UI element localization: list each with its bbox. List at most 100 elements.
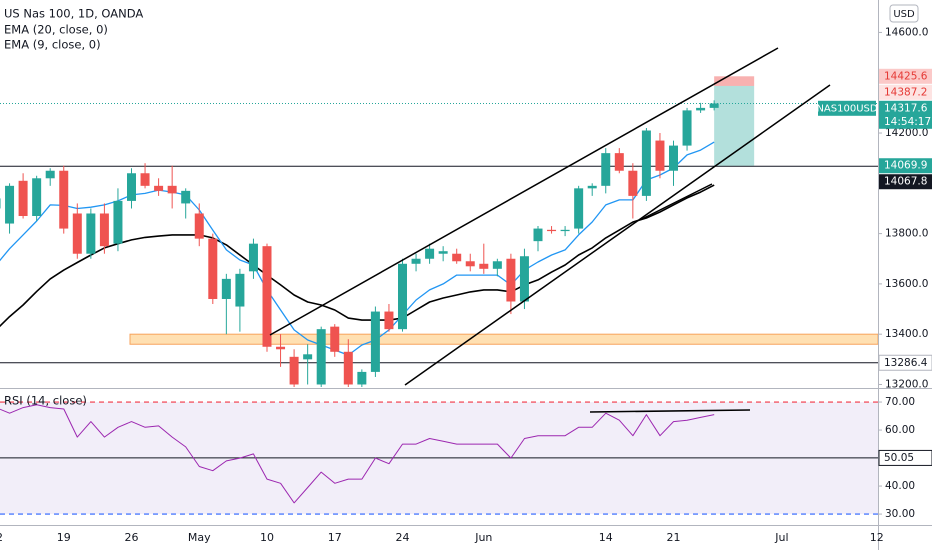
price-tag [879, 84, 932, 100]
support-zone [129, 333, 878, 345]
candle-body [235, 273, 245, 307]
candle-body [411, 258, 421, 264]
candle-body [59, 170, 69, 229]
axes: 13200.0 13400.0 13600.0 13800.0 14200.0 14600… [0, 26, 932, 544]
candle-body [682, 110, 692, 146]
candle-body [140, 173, 150, 186]
x-tick-label: 26 [125, 531, 139, 544]
candle-body [113, 200, 123, 244]
candle-body [45, 170, 55, 179]
y-tick-label: 14200.0 [885, 127, 928, 139]
candle-body [343, 351, 353, 385]
x-tick-label: 17 [328, 531, 342, 544]
position-risk [714, 76, 755, 86]
candle-body [167, 185, 177, 194]
x-tick-label: 10 [260, 531, 274, 544]
position-reward [714, 85, 755, 166]
legend: US Nas 100, 1D, OANDA EMA (20, close, 0)… [4, 4, 919, 408]
price-tag-label: 14425.6 [884, 70, 928, 82]
price-tag-label: 14069.9 [884, 160, 927, 172]
candle-body [357, 371, 367, 385]
candle-body [587, 185, 597, 189]
candle-body [303, 354, 313, 360]
candle-body [614, 153, 624, 171]
price-tag-label: 14067.8 [884, 176, 927, 188]
candle-body [696, 107, 706, 111]
trend-line [639, 183, 713, 221]
candle-body [99, 213, 109, 247]
price-tag [878, 354, 932, 371]
candle-body [276, 346, 286, 350]
candle-body [425, 248, 435, 259]
y-tick-label: 13800.0 [885, 228, 928, 240]
x-tick-label: 14 [599, 531, 613, 544]
channel-upper [269, 47, 779, 336]
symbol-tag-label: NAS100USD [816, 103, 877, 114]
candle-body [370, 311, 380, 372]
rsi-line [0, 404, 715, 504]
rsi-tick-label: 30.00 [885, 508, 915, 520]
symbol-tag [818, 100, 876, 116]
candle-body [641, 130, 651, 196]
chart-title: US Nas 100, 1D, OANDA [4, 7, 143, 21]
candle-body [601, 153, 611, 186]
candle-body [479, 263, 489, 269]
candle-body [533, 228, 543, 242]
ema-line [0, 184, 715, 328]
candle-body [221, 278, 231, 299]
candle-body [492, 261, 502, 269]
x-tick-label: 21 [667, 531, 681, 544]
x-tick-label: 24 [396, 531, 410, 544]
candle-body [398, 263, 407, 330]
price-tag-label: 14387.2 [884, 86, 927, 98]
y-tick-label: 13200.0 [885, 378, 928, 390]
rsi-trend-line [589, 409, 751, 413]
price-tag [879, 158, 932, 174]
candle-body [86, 213, 96, 254]
candle-body [655, 140, 665, 171]
candle-body [452, 253, 462, 262]
candle-body [154, 185, 164, 191]
candle-body [519, 256, 529, 302]
currency-box[interactable] [889, 4, 919, 23]
legend-entry: EMA (20, close, 0) [4, 23, 108, 37]
candle-body [465, 261, 475, 267]
candle-body [506, 258, 516, 302]
candle-body [72, 213, 82, 254]
candle-body [316, 329, 326, 385]
countdown-label: 14:54:17 [884, 116, 931, 128]
x-tick-label: Jun [474, 531, 492, 544]
candle-body [127, 173, 136, 201]
x-tick-label: 19 [57, 531, 71, 544]
price-pane [0, 76, 878, 387]
candle-body [208, 238, 218, 299]
y-tick-label: 14600.0 [885, 26, 928, 38]
candle-body [181, 190, 191, 204]
price-tag [879, 100, 932, 129]
candle-body [547, 229, 557, 232]
candle-body [262, 246, 272, 347]
candle-body [574, 188, 584, 229]
candle-body [18, 180, 28, 217]
candle-body [709, 103, 719, 108]
price-tag [879, 68, 932, 84]
x-tick-label: May [188, 531, 211, 544]
candle-body [669, 145, 678, 171]
rsi-tick-label: 60.00 [885, 424, 915, 436]
candle-body [194, 213, 204, 239]
rsi-level-label: 50.05 [884, 452, 914, 464]
price-tag-label: 13286.4 [884, 357, 928, 369]
rsi-level-tag [878, 449, 932, 466]
candle-body [384, 311, 394, 330]
x-tick-label: Jul [774, 531, 788, 544]
candle-body [5, 185, 15, 224]
x-tick-label: 12 [870, 531, 884, 544]
legend-entry: EMA (9, close, 0) [4, 38, 101, 52]
rsi-tick-label: 70.00 [885, 396, 915, 408]
currency-label[interactable]: USD [893, 9, 915, 20]
rsi-tick-label: 40.00 [885, 480, 915, 492]
candle-body [289, 356, 299, 385]
rsi-title: RSI (14, close) [4, 394, 87, 408]
